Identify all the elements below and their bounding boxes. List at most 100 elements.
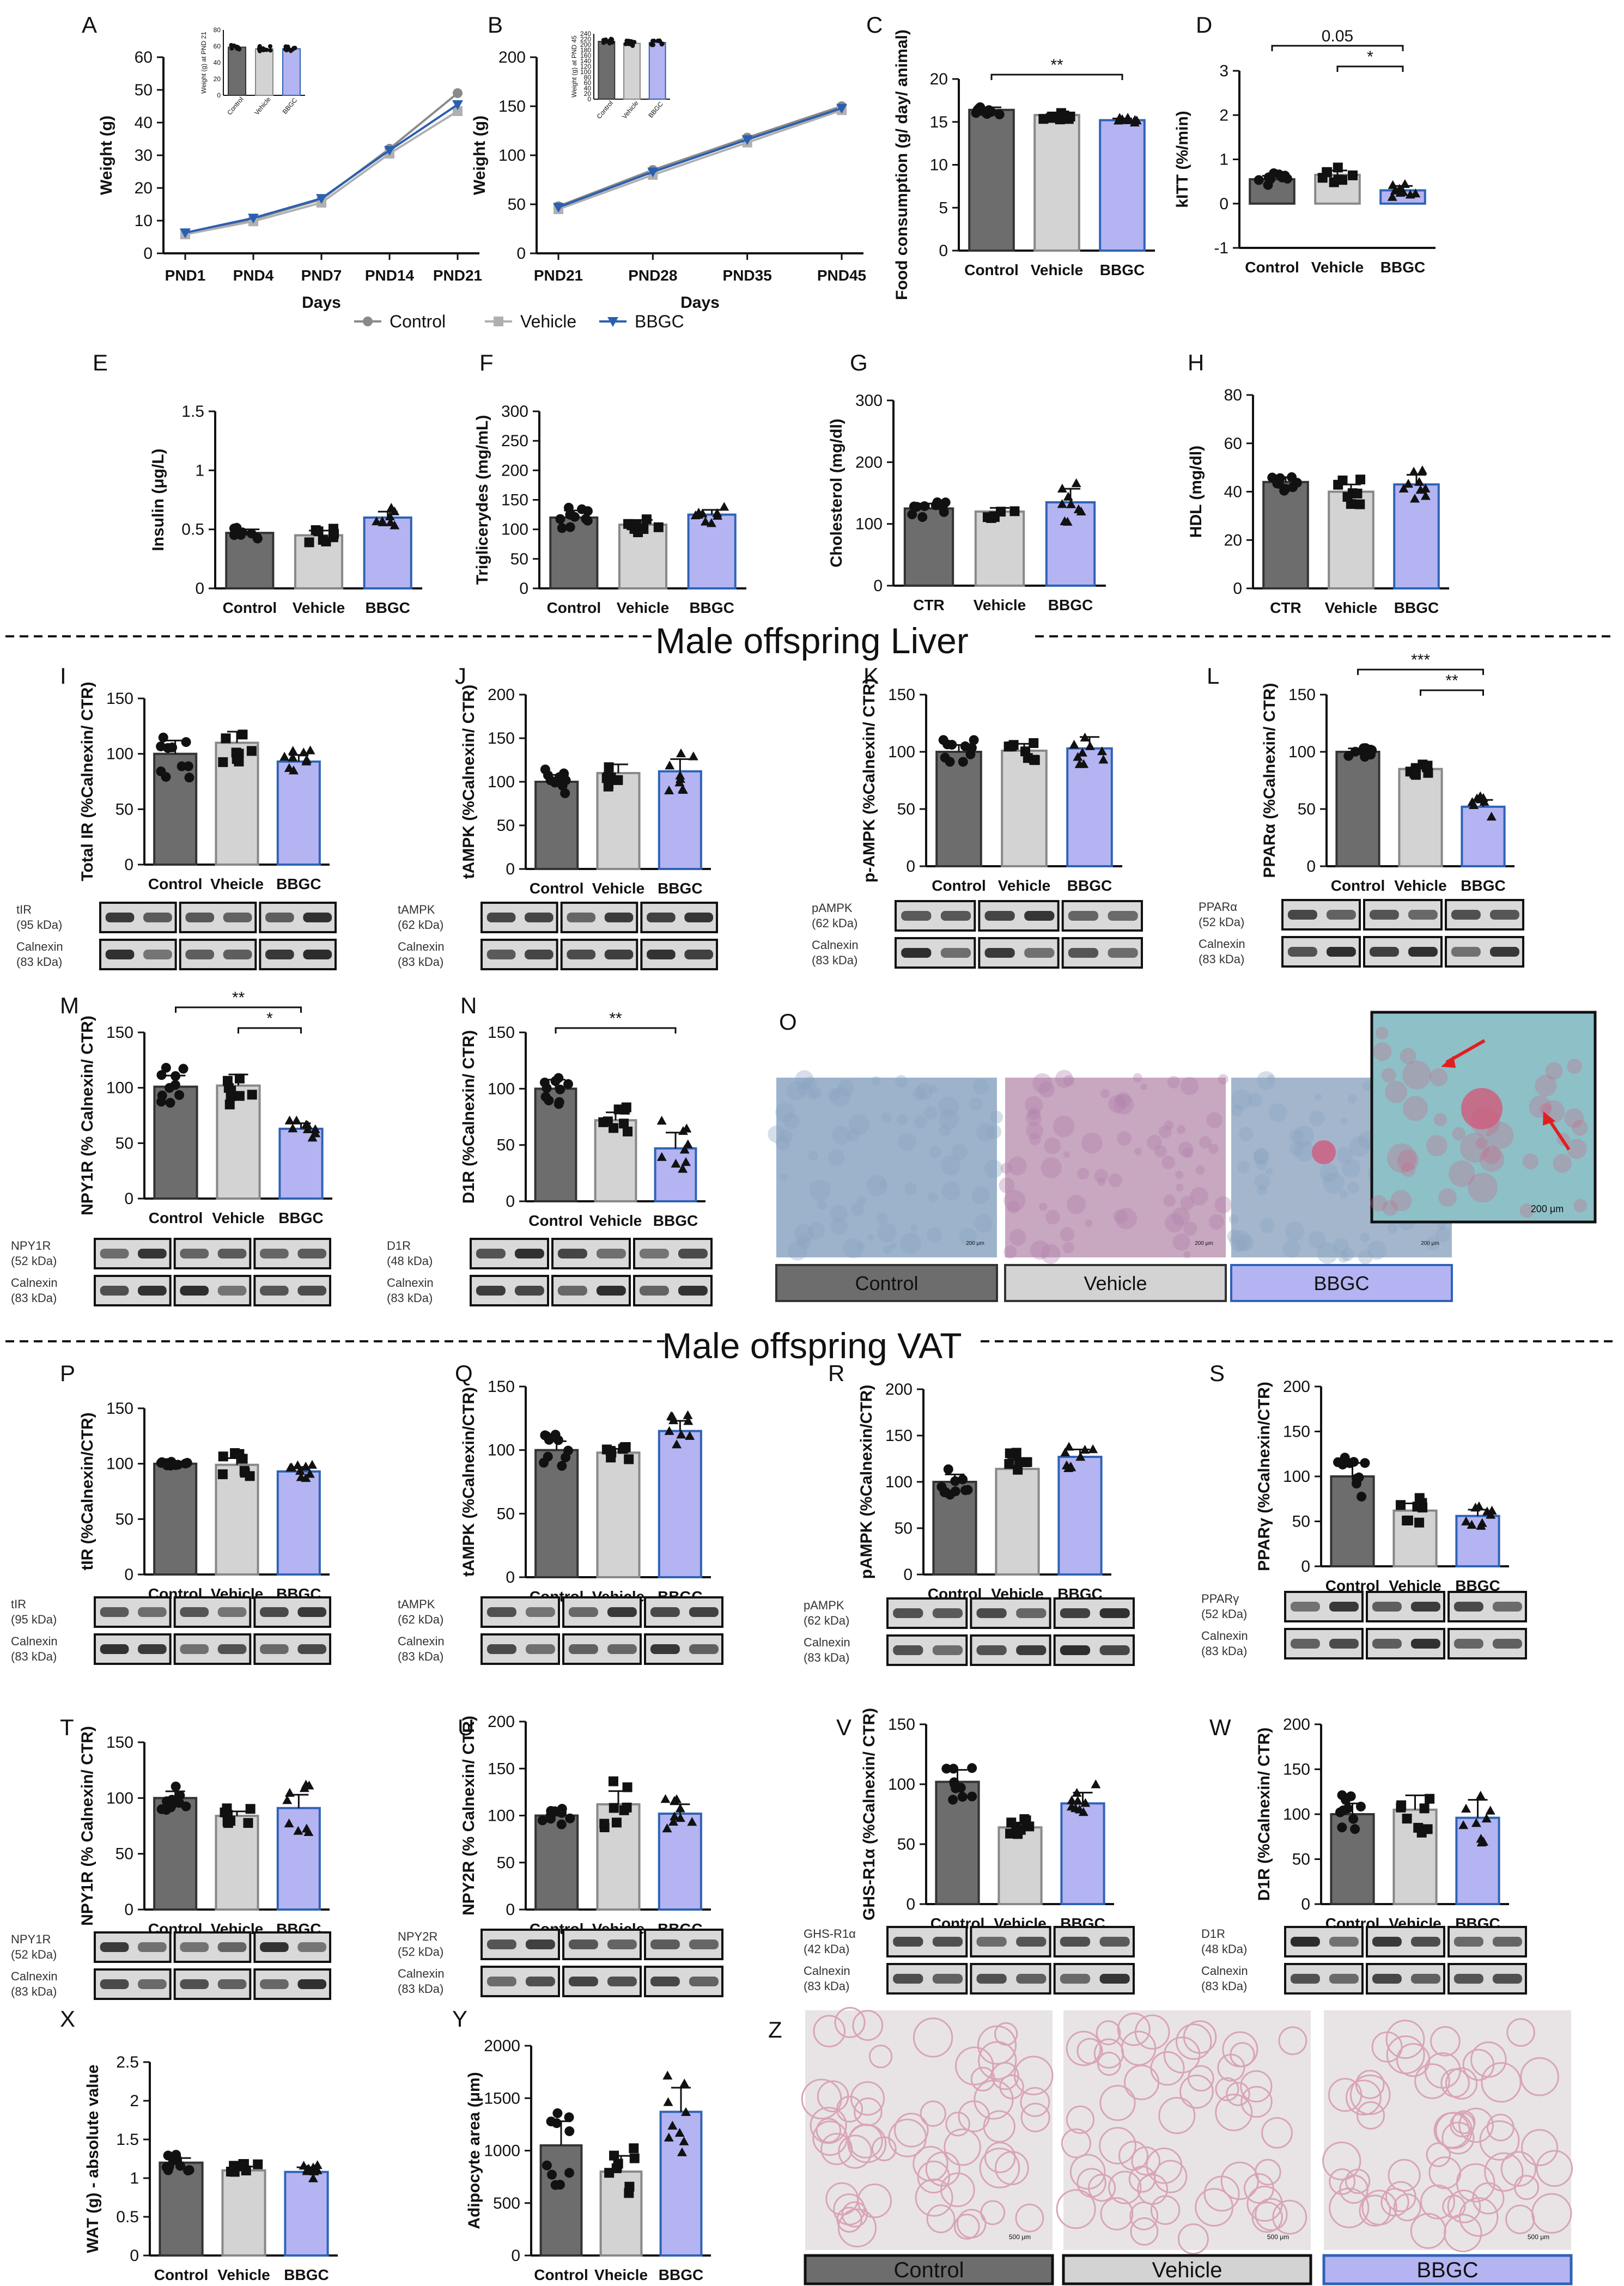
data-point — [554, 1099, 564, 1109]
data-point — [543, 1451, 553, 1462]
tissue-texture — [876, 1212, 888, 1224]
blot-band — [976, 1974, 1007, 1984]
y-tick-label: 50 — [115, 1134, 133, 1152]
bar — [1045, 501, 1096, 587]
tissue-texture — [1529, 1095, 1552, 1118]
histology-image — [1005, 1078, 1226, 1257]
blot-band — [486, 1940, 516, 1949]
y-axis-label: tAMPK (%Calnexin/CTR) — [460, 1387, 478, 1577]
blot-band — [297, 1286, 327, 1296]
inset-tick-label: 220 — [580, 35, 591, 43]
data-point — [1337, 1460, 1348, 1470]
data-point — [629, 2153, 640, 2163]
tissue-texture — [898, 1133, 917, 1151]
tissue-texture — [1063, 1151, 1070, 1158]
data-point — [1476, 1521, 1486, 1530]
blot-band — [476, 1286, 506, 1296]
blot-band — [568, 1940, 598, 1949]
data-point — [1055, 114, 1065, 125]
y-tick-label: 60 — [1224, 435, 1242, 453]
inset-point — [652, 38, 656, 43]
data-point — [660, 1794, 671, 1803]
tissue-texture — [1100, 1089, 1110, 1098]
adipocyte-outline — [1020, 2087, 1050, 2117]
y-tick-label: 1 — [130, 2169, 139, 2187]
significance-label: ** — [232, 989, 245, 1007]
data-point — [613, 775, 623, 785]
inset-point — [623, 41, 628, 46]
blot-band — [1492, 1974, 1522, 1984]
data-point — [1461, 1803, 1471, 1813]
blot-band — [297, 1942, 327, 1952]
tissue-texture — [1178, 1141, 1194, 1157]
adipocyte-outline — [1445, 2067, 1478, 2100]
panel-letter: P — [60, 1360, 75, 1386]
inset-point — [624, 38, 629, 43]
adipocyte-outline — [1251, 2202, 1283, 2233]
x-tick-label: Control — [148, 876, 203, 892]
adipocyte-outline — [1215, 2094, 1253, 2131]
adipocyte-outline — [1056, 2189, 1096, 2229]
data-point — [665, 761, 675, 770]
bar — [276, 760, 321, 866]
x-tick-label: Control — [932, 877, 986, 894]
blot-band — [100, 1607, 129, 1617]
panel-letter: A — [82, 12, 97, 38]
bar — [1335, 751, 1380, 867]
tissue-texture — [1479, 1147, 1505, 1172]
blot-band — [596, 1286, 626, 1296]
adipocyte-outline — [1506, 2018, 1535, 2047]
y-tick-label: 150 — [888, 686, 915, 704]
data-point — [624, 2181, 635, 2192]
inset-point — [607, 38, 612, 43]
adipocyte-outline — [913, 2145, 948, 2182]
tissue-texture — [1041, 1157, 1062, 1178]
bar — [153, 1462, 198, 1576]
blot-band — [893, 1608, 923, 1618]
tissue-texture — [1039, 1202, 1048, 1211]
chart-panel-K: K 0 50 100 150 p-AMPK (%Calnexin/ CTR) Control… — [812, 663, 1143, 969]
blot-band — [525, 1644, 555, 1654]
data-point — [943, 1464, 953, 1474]
y-tick-label: 50 — [115, 800, 133, 818]
blot-kda-label: (52 kDa) — [1199, 915, 1244, 929]
blot-band — [567, 950, 596, 959]
y-tick-label: 0 — [511, 2247, 520, 2265]
data-point — [563, 1079, 573, 1089]
bar — [1057, 1456, 1103, 1576]
adipocyte-outline — [1329, 2168, 1356, 2195]
blot-band — [303, 913, 332, 922]
tissue-texture — [1237, 1160, 1250, 1174]
inset-bar — [623, 42, 641, 100]
tissue-texture — [940, 1155, 960, 1176]
data-point — [564, 2112, 574, 2123]
adipocyte-outline — [1479, 2120, 1520, 2161]
data-point — [252, 532, 263, 543]
data-point — [989, 511, 999, 521]
adipocyte-outline — [1117, 2013, 1151, 2046]
tissue-texture — [1146, 1135, 1162, 1150]
bar — [363, 516, 412, 589]
data-point — [284, 1788, 295, 1797]
data-point — [173, 1460, 183, 1470]
data-point — [1419, 1803, 1430, 1814]
y-axis-label: pAMPK (%Calnexin/CTR) — [857, 1385, 875, 1579]
blot-band — [217, 1979, 247, 1989]
data-point — [604, 2168, 615, 2178]
y-axis-label: Weight (g) — [471, 115, 489, 195]
data-point — [1057, 483, 1067, 493]
data-point — [303, 1827, 314, 1836]
adipocyte-outline — [974, 2080, 1014, 2120]
series-point — [452, 100, 463, 110]
data-point — [1115, 113, 1125, 122]
tissue-texture — [843, 1238, 863, 1258]
blot-band — [217, 1607, 247, 1617]
tissue-texture — [1290, 1141, 1304, 1156]
adipocyte-outline — [1355, 2070, 1385, 2099]
histology-label: Control — [894, 2258, 964, 2282]
tissue-texture — [798, 1081, 812, 1095]
blot-band — [100, 1249, 129, 1258]
adipocyte-outline — [1339, 2174, 1368, 2204]
data-point — [1481, 1813, 1492, 1823]
